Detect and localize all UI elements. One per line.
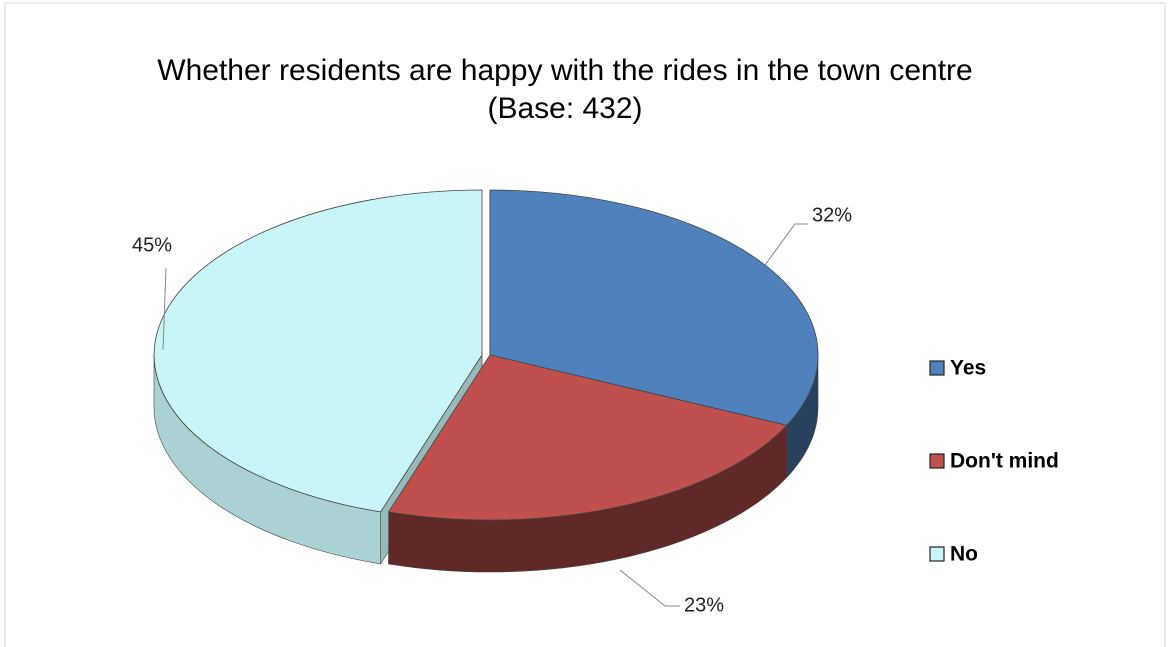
data-label: 23% <box>684 594 724 616</box>
legend-swatch <box>929 546 945 562</box>
legend-swatch <box>929 360 945 376</box>
data-label: 32% <box>812 204 852 226</box>
chart-title: Whether residents are happy with the rid… <box>157 54 973 125</box>
data-label: 45% <box>132 234 172 256</box>
pie-slice <box>153 189 483 513</box>
legend-label: Yes <box>950 357 986 380</box>
pie-slice <box>387 354 788 521</box>
leader-line <box>162 267 167 351</box>
pie-slice <box>489 189 819 426</box>
legend-label: Don't mind <box>950 450 1059 473</box>
chart-border <box>4 2 1166 647</box>
leader-line <box>764 223 808 266</box>
leader-line <box>619 569 680 607</box>
pie-tops <box>153 189 819 521</box>
legend-swatch <box>929 453 945 469</box>
legend-label: No <box>950 543 978 566</box>
